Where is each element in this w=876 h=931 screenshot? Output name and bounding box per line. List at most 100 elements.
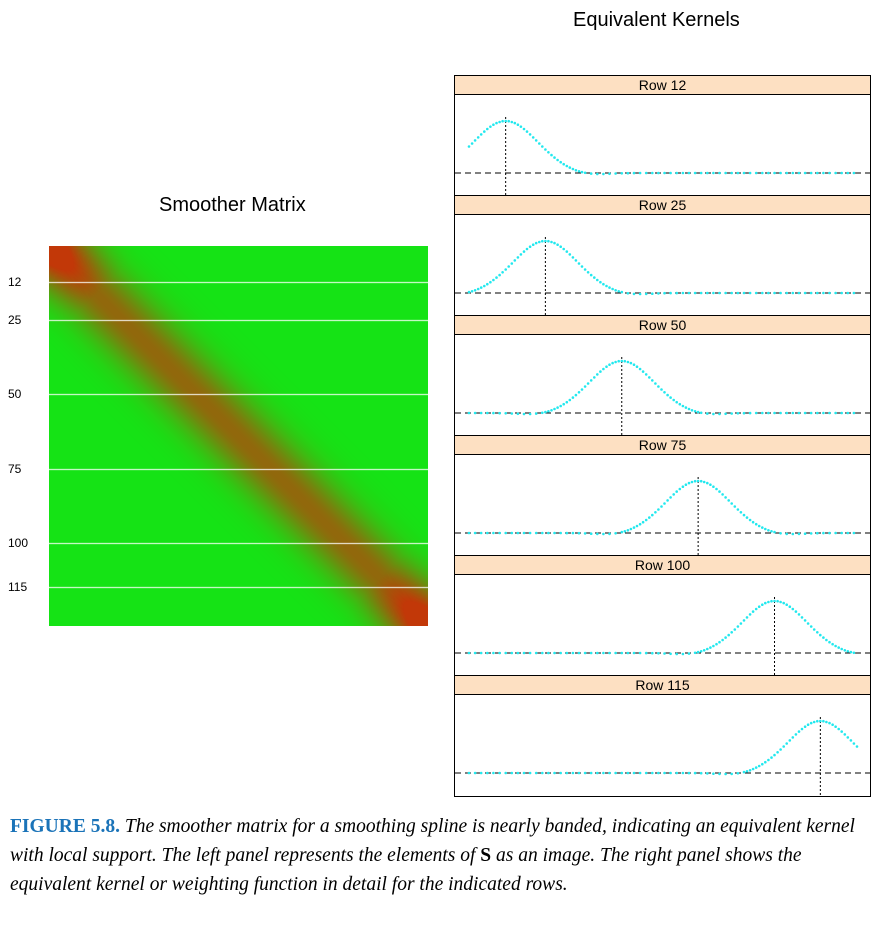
kernel-point [498,531,501,535]
kernel-point [504,771,507,775]
kernel-point [644,373,648,376]
kernel-point [632,651,636,655]
kernel-point [599,280,602,284]
matrix-row-label: 100 [8,535,29,550]
kernel-point [843,733,847,736]
kernel-point [812,720,816,724]
kernel-point [571,771,575,775]
kernel-point [803,619,807,622]
kernel-point [776,751,779,754]
kernel-point [641,370,645,373]
kernel-point [669,171,672,175]
kernel-point [745,770,749,773]
figure-label: FIGURE 5.8. [10,816,120,837]
kernel-point [840,531,843,535]
kernel-point [675,291,678,295]
kernel-point [791,532,795,536]
kernel-point [702,649,706,652]
kernel-point [761,762,764,766]
kernel-point [785,603,788,606]
kernel-point [761,171,764,175]
kernel-point [614,532,617,535]
kernel-point [718,412,721,416]
kernel-point [510,531,514,535]
kernel-point [846,531,850,535]
kernel-point [748,769,752,772]
caption-bold-symbol: S [480,845,492,866]
kernel-point [644,518,648,522]
kernel-point [574,259,578,262]
kernel-point [556,406,559,409]
kernel-point [620,290,624,294]
kernels-title: Equivalent Kernels [573,9,740,31]
kernel-point [803,411,807,415]
matrix-title: Smoother Matrix [159,194,306,216]
kernel-point [467,531,471,535]
kernel-point [669,291,672,295]
kernel-point [764,760,767,764]
kernel-point [761,603,764,606]
kernel-point [773,291,776,295]
kernel-point [663,771,666,775]
kernel-plot [455,717,870,796]
kernel-point [687,652,691,655]
kernel-point [528,412,532,416]
kernel-point [699,771,703,775]
kernel-point [483,130,486,133]
kernel-point [727,633,730,637]
kernel-point [669,396,672,399]
kernel-point [583,268,587,271]
kernel-point [806,622,810,625]
kernel-point [562,162,565,166]
kernel-point [822,411,825,415]
kernel-point [513,121,517,125]
kernel-point [534,771,538,775]
kernel-point [687,407,691,411]
kernel-point [791,736,795,739]
kernel-point [696,410,700,414]
kernel-point [657,771,660,775]
kernel-point [486,411,489,415]
kernel-point [605,365,608,368]
kernel-point [840,730,843,733]
kernel-point [644,292,648,296]
kernel-point [651,379,654,382]
kernel-point [486,282,489,286]
kernel-point [718,171,721,175]
kernel-point [638,522,642,526]
kernel-point [596,651,599,655]
kernel-point [504,268,507,271]
kernel-point [840,411,843,415]
kernel-point [516,651,520,655]
matrix-row-label: 25 [8,313,22,328]
kernel-point [742,291,746,295]
kernel-point [632,526,636,529]
kernel-point [675,490,678,493]
kernel-point [709,483,712,486]
kernel-point [614,360,617,364]
kernel-point [757,524,761,528]
kernel-point [828,531,831,535]
kernel-point [693,651,697,655]
kernel-point [516,531,520,535]
kernel-point [589,771,593,775]
kernel-point [785,291,788,295]
kernel-point [593,376,596,379]
kernel-point [476,136,480,139]
kernel-point [510,120,514,124]
kernel-point [473,651,477,655]
kernel-point [779,600,782,604]
kernel-point [678,402,682,406]
kernel-point [470,142,474,145]
kernel-point [834,171,837,175]
kernel-point [593,276,596,279]
kernel-point [553,531,556,535]
kernel-point [736,171,740,175]
smoother-matrix-image [49,246,428,626]
matrix-row-label: 115 [8,580,28,595]
kernel-point [620,359,624,363]
kernel-point [589,379,593,382]
kernel-point [534,139,538,142]
kernel-point [754,171,758,175]
kernel-point [779,532,782,535]
